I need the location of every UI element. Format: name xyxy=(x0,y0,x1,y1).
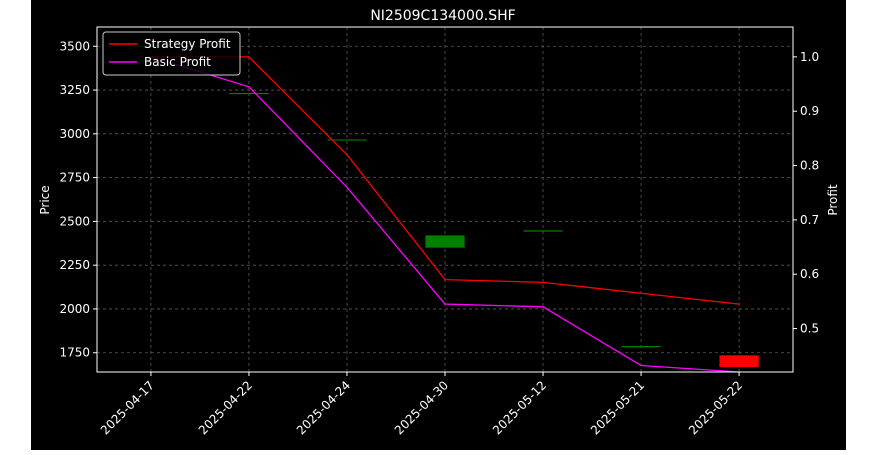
series-line xyxy=(150,56,740,373)
right-axis-ticks: 0.5 0.6 0.7 0.8 0.9 1.0 xyxy=(793,50,819,336)
y2-tick-label: 0.7 xyxy=(800,213,819,227)
profit-lines xyxy=(150,56,740,373)
legend-basic-label: Basic Profit xyxy=(144,55,211,69)
x-tick-label: 2025-04-30 xyxy=(392,378,451,437)
y-axis-label: Price xyxy=(38,185,52,214)
y-tick-label: 2250 xyxy=(59,258,90,272)
legend: Strategy Profit Basic Profit xyxy=(102,31,241,76)
y2-axis-label: Profit xyxy=(826,184,840,216)
x-tick-label: 2025-05-21 xyxy=(588,378,647,437)
x-tick-label: 2025-04-24 xyxy=(294,378,353,437)
candle-body xyxy=(425,235,465,248)
y-tick-label: 2750 xyxy=(59,171,90,185)
x-tick-label: 2025-04-17 xyxy=(98,378,157,437)
y2-tick-label: 0.8 xyxy=(800,159,819,173)
chart-title: NI2509C134000.SHF xyxy=(370,8,515,24)
chart-figure: NI2509C134000.SHF 1750 2000 2250 2500 2750 30… xyxy=(31,0,846,450)
y-tick-label: 2000 xyxy=(59,302,90,316)
y-tick-label: 1750 xyxy=(59,346,90,360)
y-tick-label: 3000 xyxy=(59,127,90,141)
x-tick-label: 2025-05-12 xyxy=(490,378,549,437)
left-axis-ticks: 1750 2000 2250 2500 2750 3000 3250 3500 xyxy=(59,39,97,360)
chart-svg: NI2509C134000.SHF 1750 2000 2250 2500 2750 30… xyxy=(38,8,840,437)
x-axis-ticks: 2025-04-17 2025-04-22 2025-04-24 2025-04-30… xyxy=(98,372,745,437)
y-tick-label: 3250 xyxy=(59,83,90,97)
y2-tick-label: 1.0 xyxy=(800,50,819,64)
series-line xyxy=(150,56,740,305)
y-tick-label: 2500 xyxy=(59,214,90,228)
y2-tick-label: 0.9 xyxy=(800,104,819,118)
legend-strategy-label: Strategy Profit xyxy=(144,37,231,51)
legend-box xyxy=(102,31,241,76)
y2-tick-label: 0.5 xyxy=(800,322,819,336)
grid-lines xyxy=(97,27,793,372)
candle-body xyxy=(719,355,759,368)
y-tick-label: 3500 xyxy=(59,39,90,53)
x-tick-label: 2025-04-22 xyxy=(196,378,255,437)
y2-tick-label: 0.6 xyxy=(800,267,819,281)
plot-frame xyxy=(96,26,794,373)
x-tick-label: 2025-05-22 xyxy=(686,378,745,437)
